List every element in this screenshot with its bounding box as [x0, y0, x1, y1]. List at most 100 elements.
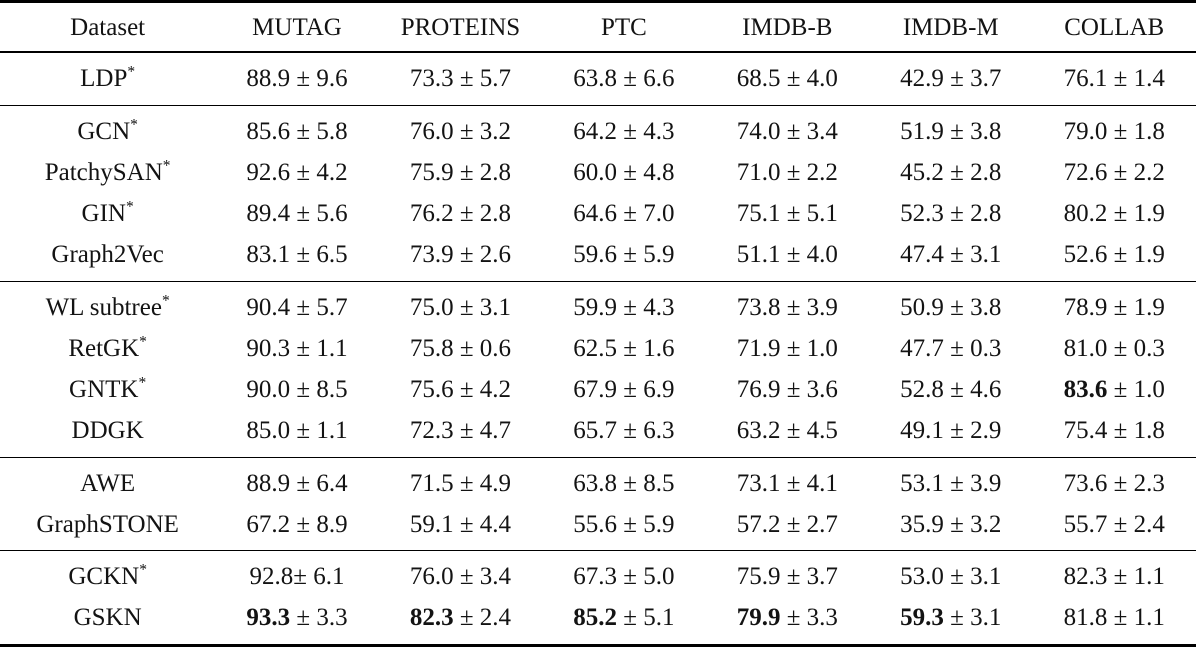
result-cell: 67.2 ± 8.9: [215, 504, 378, 551]
asterisk-marker: *: [139, 333, 147, 351]
mean-value: 60.0: [573, 158, 617, 186]
table-row: RetGK* 90.3 ± 1.1 75.8 ± 0.6 62.5 ± 1.6 71.9…: [0, 328, 1196, 369]
std-value: 2.7: [806, 510, 838, 538]
mean-value: 59.6: [573, 241, 617, 269]
result-cell: 81.8 ± 1.1: [1032, 597, 1196, 645]
plus-minus-separator: ±: [943, 417, 971, 445]
mean-value: 55.7: [1063, 510, 1108, 538]
plus-minus-separator: ±: [290, 65, 317, 93]
std-value: 1.1: [316, 417, 348, 445]
result-cell: 80.2 ± 1.9: [1032, 193, 1196, 234]
method-group-4: AWE 88.9 ± 6.4 71.5 ± 4.9 63.8 ± 8.5 73.1 ± …: [0, 457, 1196, 551]
result-cell: 51.9 ± 3.8: [869, 105, 1032, 152]
method-name: WL subtree: [45, 293, 162, 321]
table-row: DDGK 85.0 ± 1.1 72.3 ± 4.7 65.7 ± 6.3 63.2 ±…: [0, 410, 1196, 457]
mean-value: 51.9: [900, 117, 944, 145]
result-cell: 55.6 ± 5.9: [542, 504, 705, 551]
mean-value: 59.1: [409, 510, 454, 538]
std-value: 5.7: [479, 65, 512, 93]
std-value: 4.1: [806, 469, 838, 497]
mean-value: 53.1: [900, 469, 944, 497]
plus-minus-separator: ±: [453, 604, 480, 632]
asterisk-marker: *: [125, 198, 134, 216]
plus-minus-separator: ±: [1107, 469, 1134, 497]
method-label: GNTK*: [0, 369, 215, 410]
result-cell: 64.6 ± 7.0: [542, 193, 705, 234]
mean-value: 82.3: [1063, 563, 1108, 590]
plus-minus-separator: ±: [1107, 376, 1134, 403]
std-value: 4.5: [806, 417, 838, 445]
mean-value: 42.9: [900, 65, 944, 93]
plus-minus-separator: ±: [780, 158, 807, 186]
result-cell: 59.6 ± 5.9: [542, 234, 705, 281]
std-value: 1.8: [1133, 117, 1165, 145]
std-value: 7.0: [643, 200, 675, 227]
table-row: LDP* 88.9 ± 9.6 73.3 ± 5.7 63.8 ± 6.6 68.5 ±…: [0, 52, 1196, 105]
method-label: GCN*: [0, 105, 215, 152]
std-value: 2.8: [479, 158, 512, 186]
mean-value: 85.2: [573, 604, 617, 632]
plus-minus-separator: ±: [780, 293, 807, 321]
asterisk-marker: *: [127, 63, 136, 81]
method-name: GCN: [77, 117, 131, 145]
mean-value: 71.5: [409, 469, 454, 497]
mean-value: 63.8: [573, 65, 617, 93]
plus-minus-separator: ±: [780, 334, 807, 362]
std-value: 2.4: [479, 604, 512, 632]
mean-value: 79.9: [736, 604, 781, 632]
result-cell: 75.9 ± 2.8: [379, 152, 542, 193]
std-value: 5.7: [316, 293, 348, 321]
std-value: 1.4: [1133, 65, 1165, 93]
plus-minus-separator: ±: [1107, 117, 1134, 145]
result-cell: 63.2 ± 4.5: [706, 410, 869, 457]
table-row: GIN* 89.4 ± 5.6 76.2 ± 2.8 64.6 ± 7.0 75.1 ±…: [0, 193, 1196, 234]
method-label: GraphSTONE: [0, 504, 215, 551]
std-value: 1.9: [1133, 293, 1165, 321]
mean-value: 75.8: [409, 334, 454, 362]
result-cell: 73.8 ± 3.9: [706, 281, 869, 328]
mean-value: 57.2: [736, 510, 781, 538]
plus-minus-separator: ±: [453, 510, 480, 538]
result-cell: 75.9 ± 3.7: [706, 551, 869, 598]
mean-value: 90.3: [246, 334, 291, 362]
result-cell: 89.4 ± 5.6: [215, 193, 378, 234]
std-value: 1.0: [806, 334, 838, 362]
std-value: 2.8: [479, 200, 512, 227]
mean-value: 83.1: [246, 241, 291, 269]
mean-value: 81.8: [1063, 604, 1108, 632]
mean-value: 75.0: [409, 293, 454, 321]
plus-minus-separator: ±: [780, 604, 807, 632]
mean-value: 72.6: [1063, 158, 1108, 186]
method-name: GSKN: [73, 604, 142, 632]
plus-minus-separator: ±: [617, 604, 644, 632]
std-value: 4.2: [316, 158, 348, 186]
std-value: 3.2: [970, 510, 1002, 538]
mean-value: 73.1: [736, 469, 781, 497]
method-label: GSKN: [0, 597, 215, 645]
method-label: GCKN*: [0, 551, 215, 598]
plus-minus-separator: ±: [617, 510, 644, 538]
plus-minus-separator: ±: [1107, 65, 1134, 93]
plus-minus-separator: ±: [617, 417, 644, 445]
result-cell: 72.6 ± 2.2: [1032, 152, 1196, 193]
std-value: 4.3: [643, 293, 675, 321]
method-label: LDP*: [0, 52, 215, 105]
plus-minus-separator: ±: [453, 65, 480, 93]
std-value: 6.3: [643, 417, 675, 445]
column-header-collab: COLLAB: [1032, 1, 1196, 54]
plus-minus-separator: ±: [293, 563, 314, 590]
std-value: 0.3: [1133, 334, 1165, 362]
result-cell: 62.5 ± 1.6: [542, 328, 705, 369]
mean-value: 76.0: [409, 117, 454, 145]
result-cell: 67.3 ± 5.0: [542, 551, 705, 598]
mean-value: 85.6: [246, 117, 291, 145]
result-cell: 92.8± 6.1: [215, 551, 378, 598]
method-label: AWE: [0, 457, 215, 504]
plus-minus-separator: ±: [290, 241, 317, 269]
std-value: 9.6: [316, 65, 348, 93]
std-value: 3.3: [316, 604, 348, 632]
method-label: DDGK: [0, 410, 215, 457]
plus-minus-separator: ±: [780, 65, 807, 93]
method-label: GIN*: [0, 193, 215, 234]
mean-value: 71.0: [736, 158, 781, 186]
